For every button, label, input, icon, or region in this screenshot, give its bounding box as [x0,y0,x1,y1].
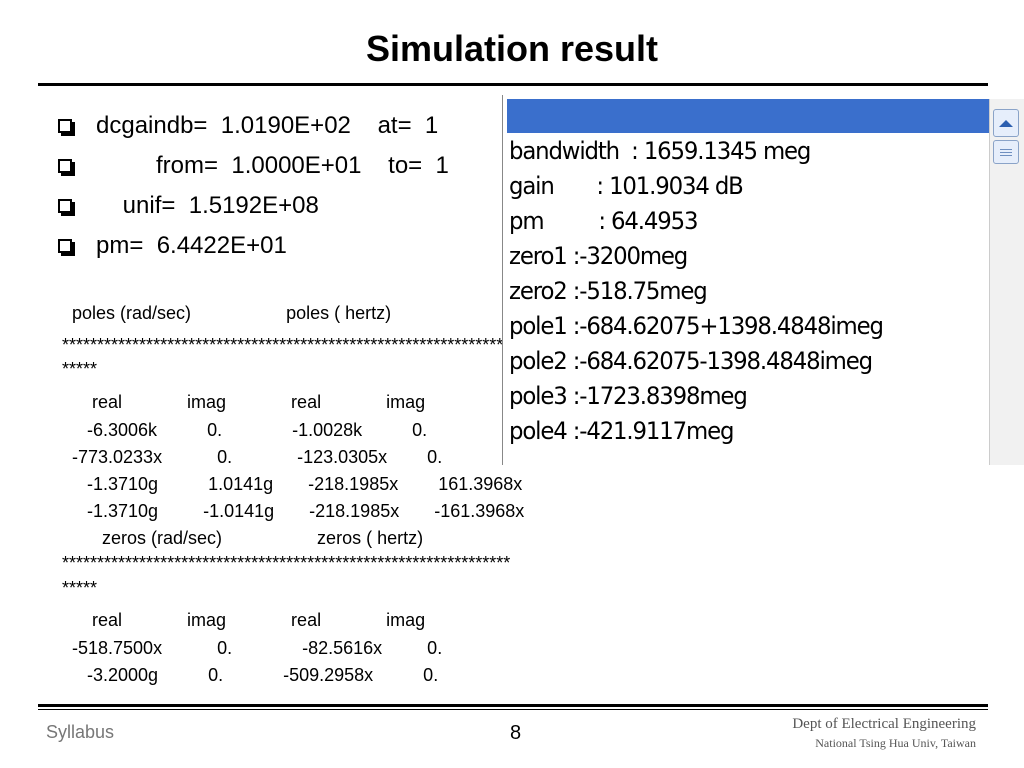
poles-separator: ****************************************… [62,335,511,355]
title-divider [38,83,988,86]
footer-divider-thin [38,709,988,710]
bullet-text: unif= 1.5192E+08 [96,192,319,219]
result-line: pm : 64.4953 [509,207,698,235]
zeros-row: -518.7500x 0. -82.5616x 0. [62,638,443,658]
result-line: pole4 :-421.9117meg [509,417,734,445]
grip-line [1000,149,1012,150]
bullet-item: dcgaindb= 1.0190E+02 at= 1 [58,108,449,148]
bullet-text: from= 1.0000E+01 to= 1 [96,152,449,179]
scroll-thumb[interactable] [993,140,1019,164]
poles-row: -1.3710g 1.0141g -218.1985x 161.3968x [62,474,523,494]
page-number: 8 [510,722,522,744]
checkbox-bullet-icon [58,119,72,133]
result-line: bandwidth : 1659.1345 meg [509,137,811,165]
checkbox-bullet-icon [58,199,72,213]
result-line: zero2 :-518.75meg [509,277,708,305]
poles-row: -6.3006k 0. -1.0028k 0. [62,420,428,440]
poles-separator-tail: ***** [62,359,98,379]
bullet-list: dcgaindb= 1.0190E+02 at= 1 from= 1.0000E… [58,108,449,268]
zeros-column-headers: real imag real imag [62,610,426,630]
result-line: pole1 :-684.62075+1398.4848imeg [509,312,884,340]
result-line: pole3 :-1723.8398meg [509,382,748,410]
footer-section-label: Syllabus [46,722,115,742]
result-line: pole2 :-684.62075-1398.4848imeg [509,347,873,375]
checkbox-bullet-icon [58,239,72,253]
footer-affiliation: Dept of Electrical Engineering National … [792,716,976,751]
department-name: Dept of Electrical Engineering [792,716,976,732]
result-line: zero1 :-3200meg [509,242,688,270]
poles-row: -773.0233x 0. -123.0305x 0. [62,447,443,467]
vertical-scrollbar[interactable] [989,99,1024,465]
popup-selection-bar[interactable] [507,99,991,133]
poles-column-headers: real imag real imag [62,392,426,412]
zeros-separator: ****************************************… [62,553,511,573]
checkbox-bullet-icon [58,159,72,173]
scroll-up-arrow-icon[interactable] [993,109,1019,137]
bullet-text: pm= 6.4422E+01 [96,232,287,259]
footer-divider-thick [38,704,988,707]
poles-header: poles (rad/sec) poles ( hertz) [62,303,392,323]
bullet-item: pm= 6.4422E+01 [58,228,449,268]
slide-title: Simulation result [365,28,659,69]
bullet-text: dcgaindb= 1.0190E+02 at= 1 [96,112,439,139]
grip-line [1000,152,1012,153]
result-line: gain : 101.9034 dB [509,172,744,200]
zeros-row: -3.2000g 0. -509.2958x 0. [62,665,439,685]
university-name: National Tsing Hua Univ, Taiwan [815,736,976,750]
results-popup: bandwidth : 1659.1345 meg gain : 101.903… [502,95,1024,465]
popup-results-list: bandwidth : 1659.1345 meg gain : 101.903… [509,134,903,449]
bullet-item: from= 1.0000E+01 to= 1 [58,148,449,188]
bullet-item: unif= 1.5192E+08 [58,188,449,228]
zeros-separator-tail: ***** [62,578,98,598]
zeros-header: zeros (rad/sec) zeros ( hertz) [62,528,424,548]
poles-row: -1.3710g -1.0141g -218.1985x -161.3968x [62,501,525,521]
grip-line [1000,155,1012,156]
